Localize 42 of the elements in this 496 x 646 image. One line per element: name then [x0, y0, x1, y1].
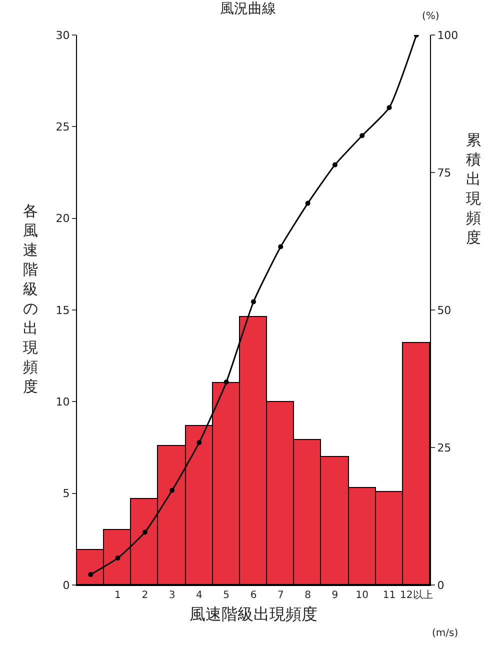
x-axis-title: 風速階級出現頻度 [190, 604, 318, 624]
point [224, 380, 229, 385]
x-tick-label: 2 [142, 590, 148, 601]
text: (m/s) [432, 628, 458, 639]
point [115, 556, 120, 561]
y2-tick-label: 25 [437, 441, 452, 454]
x-tick-label: 8 [304, 590, 311, 601]
x-tick-label: 5 [223, 590, 230, 601]
x-tick-label: 12以上 [400, 589, 433, 601]
y-tick-label: 15 [56, 304, 70, 317]
point [196, 440, 202, 446]
y-tick-label: 20 [56, 212, 70, 226]
point [360, 133, 365, 138]
x-tick-label: 1 [114, 590, 121, 601]
point [386, 105, 392, 110]
point [170, 488, 175, 493]
text: 各風速階級の出現頻度 [23, 202, 38, 396]
y-tick-label: 30 [56, 28, 70, 42]
point [278, 244, 284, 250]
y2-axis-title: 累積出現頻度 [466, 131, 481, 246]
point [142, 530, 148, 535]
x-tick-label: 7 [277, 590, 284, 601]
y-tick-label: 5 [62, 487, 70, 500]
x-tick-label: 11 [382, 590, 396, 601]
point [305, 200, 310, 206]
point [251, 299, 256, 304]
y2-tick-label: 75 [437, 166, 452, 180]
y-tick-label: 25 [56, 120, 70, 134]
x-tick-label: 6 [250, 590, 257, 601]
point [332, 162, 338, 168]
y2-tick-label: 0 [437, 578, 444, 592]
point [88, 572, 94, 578]
x-tick-label: 9 [332, 590, 338, 601]
x-tick-label: 3 [168, 590, 176, 601]
y-tick-label: 0 [62, 578, 70, 592]
x-tick-label: 10 [356, 590, 368, 601]
y2-tick-label: 100 [437, 28, 458, 42]
text: (%) [422, 11, 440, 22]
y-tick-label: 10 [56, 396, 70, 409]
chart-title: 風況曲線 [220, 1, 276, 18]
y2-tick-label: 50 [437, 304, 452, 317]
x-tick-label: 4 [196, 590, 202, 601]
